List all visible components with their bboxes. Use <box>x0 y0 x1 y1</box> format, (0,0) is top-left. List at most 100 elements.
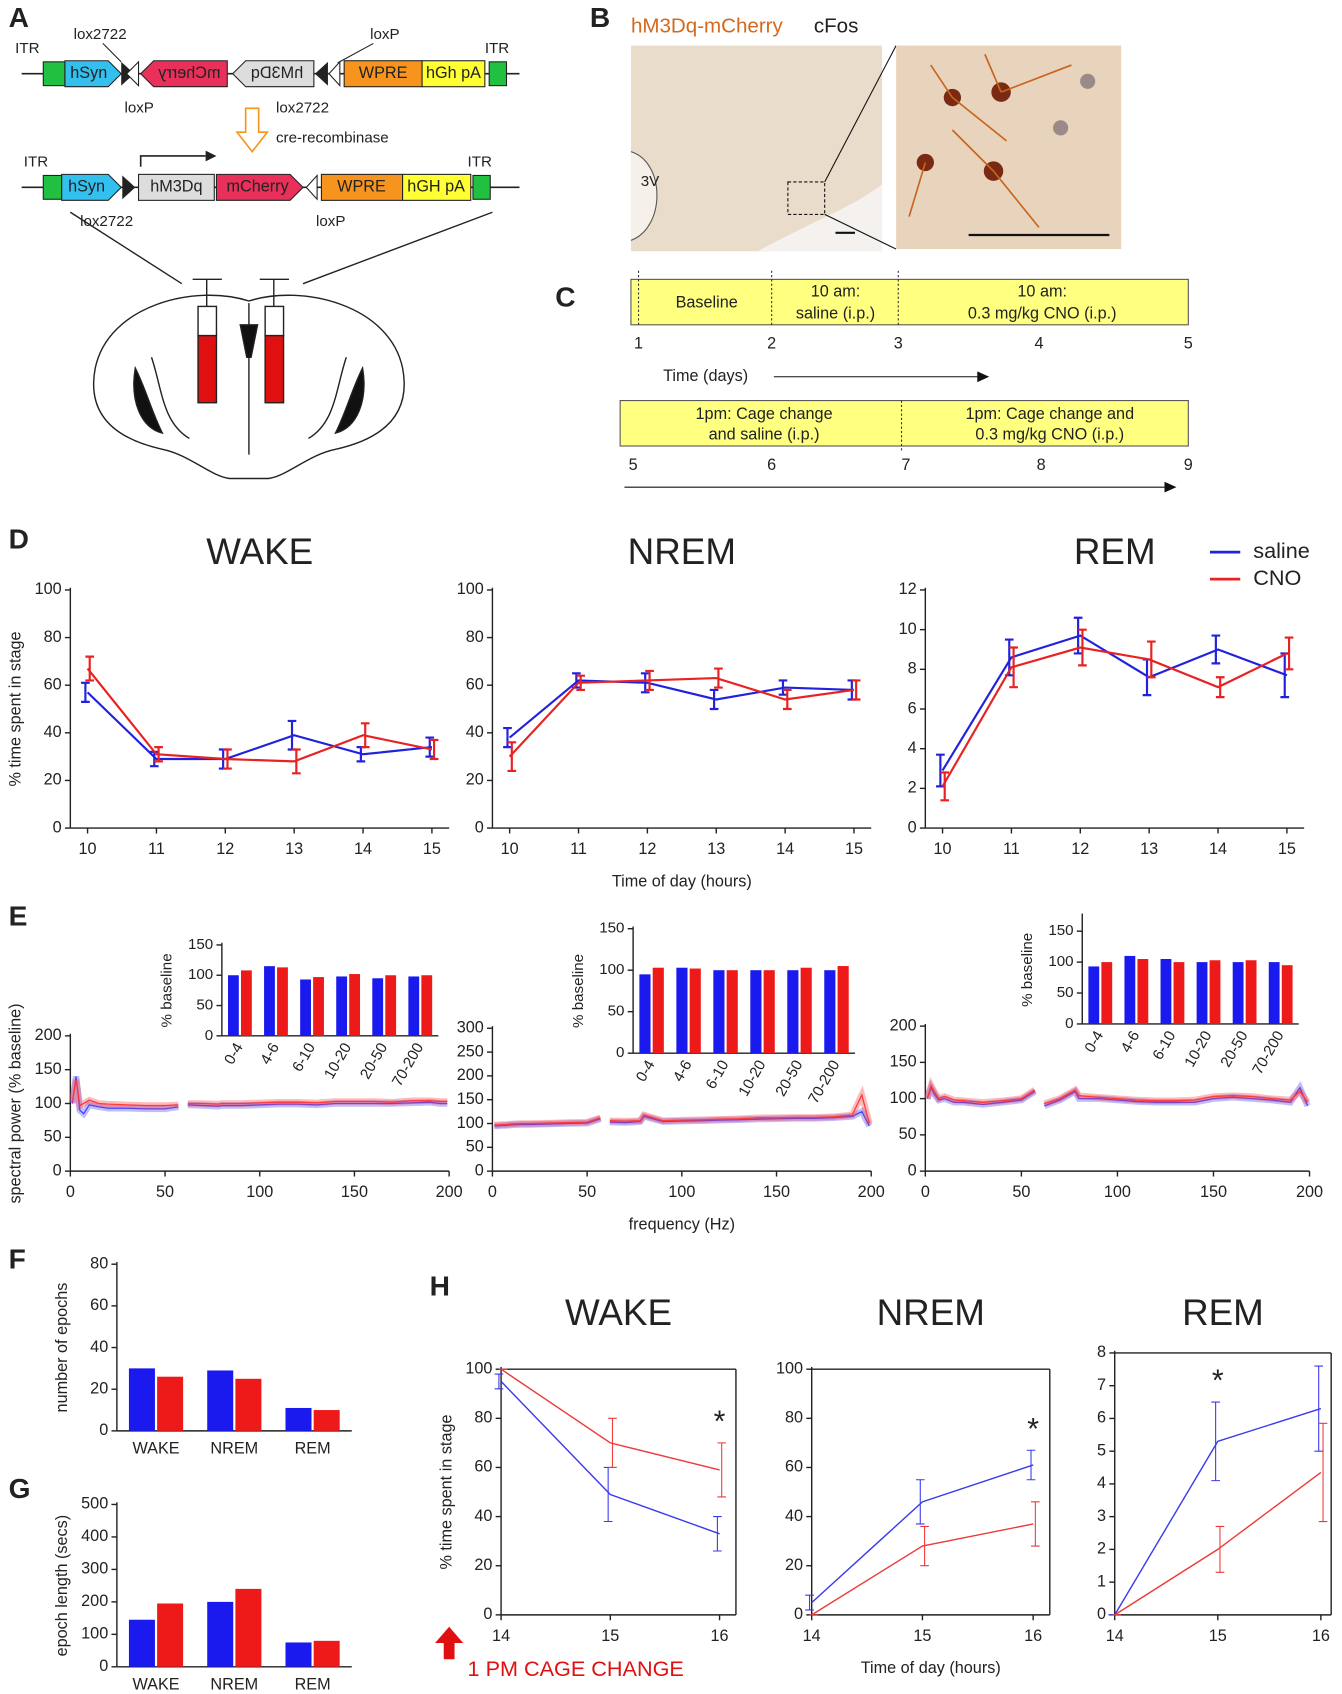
series-line <box>508 679 855 739</box>
y-axis-label: % time spent in stage <box>7 631 25 786</box>
error-bar <box>1215 1525 1225 1573</box>
x-tick-label: 13 <box>1140 840 1158 858</box>
x-tick-label: 0 <box>66 1183 75 1201</box>
y-tick-label: 60 <box>466 675 484 693</box>
y-tick-label: 0 <box>53 1161 62 1179</box>
timeline-bar <box>630 278 1189 326</box>
cage-change-arrow <box>435 1626 464 1660</box>
y-tick-label: 40 <box>90 1338 108 1356</box>
series-line <box>1114 1471 1322 1616</box>
segment-label: saline (i.p.) <box>796 304 875 322</box>
error-bar <box>1318 1422 1328 1523</box>
x-tick-label: 13 <box>285 840 303 858</box>
error-bar <box>1026 1449 1036 1481</box>
x-tick-label: 13 <box>707 840 725 858</box>
bar <box>372 978 384 1036</box>
site-label: ITR <box>468 153 492 170</box>
series-line <box>86 691 433 761</box>
y-tick-label: 80 <box>785 1409 803 1427</box>
hsyn-box <box>61 173 122 201</box>
y-tick-label: 0 <box>794 1605 803 1623</box>
stain-label: cFos <box>814 15 859 38</box>
site-label: ITR <box>485 40 509 57</box>
error-bar <box>1078 628 1087 667</box>
gene-label: mCherry <box>226 178 289 196</box>
cannula-top <box>264 305 285 337</box>
x-tick-label: 14 <box>492 1627 510 1645</box>
bar <box>726 970 738 1054</box>
y-tick-label: 80 <box>474 1409 492 1427</box>
bar <box>300 979 311 1036</box>
day-label: 8 <box>1037 456 1046 474</box>
x-axis-label: Time of day (hours) <box>861 1659 1001 1677</box>
zoom-box <box>787 181 826 215</box>
ventricle-label: 3V <box>641 173 660 190</box>
loxp-site <box>125 60 140 87</box>
y-tick-label: 50 <box>608 1003 625 1020</box>
y-tick-label: 0 <box>908 818 917 836</box>
series-line <box>811 1523 1034 1616</box>
recombinase-label: cre-recombinase <box>276 130 389 147</box>
y-tick-label: 20 <box>44 771 62 789</box>
bar <box>421 975 433 1036</box>
segment-label: 1pm: Cage change and <box>965 405 1134 423</box>
error-bar <box>920 1525 929 1567</box>
y-tick-label: 150 <box>1048 922 1073 939</box>
x-tick-label: 15 <box>1278 840 1296 858</box>
y-tick-label: 20 <box>474 1556 492 1574</box>
error-bar <box>709 688 719 711</box>
wpre-box <box>343 60 423 88</box>
gene-label: hGH pA <box>407 178 465 196</box>
loxp-site <box>328 60 341 88</box>
itr-box <box>42 61 66 87</box>
panel-label: E <box>9 900 28 931</box>
y-tick-label: 60 <box>90 1296 108 1314</box>
bar <box>763 970 775 1054</box>
gene-label: hSyn <box>70 64 107 82</box>
gene-label: hSyn <box>68 178 105 196</box>
y-tick-label: 0 <box>99 1421 108 1439</box>
site-label: lox2722 <box>74 26 127 43</box>
gene-label: WPRE <box>359 64 408 82</box>
bar <box>1196 962 1208 1024</box>
ventricle-outline <box>630 151 658 241</box>
x-tick-label: 70-200 <box>1249 1028 1287 1077</box>
chart-title: REM <box>1074 531 1156 572</box>
site-label: lox2722 <box>276 99 329 116</box>
x-tick-label: 200 <box>858 1183 885 1201</box>
y-tick-label: 6 <box>908 699 917 717</box>
x-tick-label: 15 <box>601 1627 619 1645</box>
x-tick-label: 70-200 <box>389 1040 427 1089</box>
error-bar <box>608 1417 617 1468</box>
y-tick-label: 200 <box>457 1066 484 1084</box>
error-bar <box>940 771 950 802</box>
x-tick-label: 20-50 <box>357 1040 391 1082</box>
bar <box>336 976 348 1036</box>
y-tick-label: 0 <box>475 1161 484 1179</box>
y-tick-label: 200 <box>81 1592 108 1610</box>
zoom-line <box>302 211 493 285</box>
chart-title: WAKE <box>206 531 313 572</box>
gene-label: WPRE <box>337 178 386 196</box>
y-tick-label: 0 <box>205 1027 213 1044</box>
series-line <box>86 667 433 763</box>
hgh-box <box>421 60 486 88</box>
y-tick-label: 60 <box>44 675 62 693</box>
error-bar <box>1009 646 1018 689</box>
error-bar <box>1284 636 1294 671</box>
y-axis-label: % baseline <box>570 954 587 1028</box>
y-tick-label: 80 <box>466 628 484 646</box>
significance-star: * <box>1212 1365 1224 1398</box>
y-tick-label: 150 <box>890 1053 917 1071</box>
y-tick-label: 50 <box>196 997 213 1014</box>
y-tick-label: 150 <box>35 1060 62 1078</box>
error-bar <box>429 738 439 761</box>
y-tick-label: 100 <box>1048 953 1073 970</box>
panel-label: G <box>9 1473 31 1504</box>
panel-label: C <box>555 281 575 312</box>
series-line <box>494 1110 870 1127</box>
y-axis-label: % baseline <box>159 953 176 1027</box>
series-line <box>1114 1407 1322 1616</box>
x-tick-label: 14 <box>354 840 372 858</box>
